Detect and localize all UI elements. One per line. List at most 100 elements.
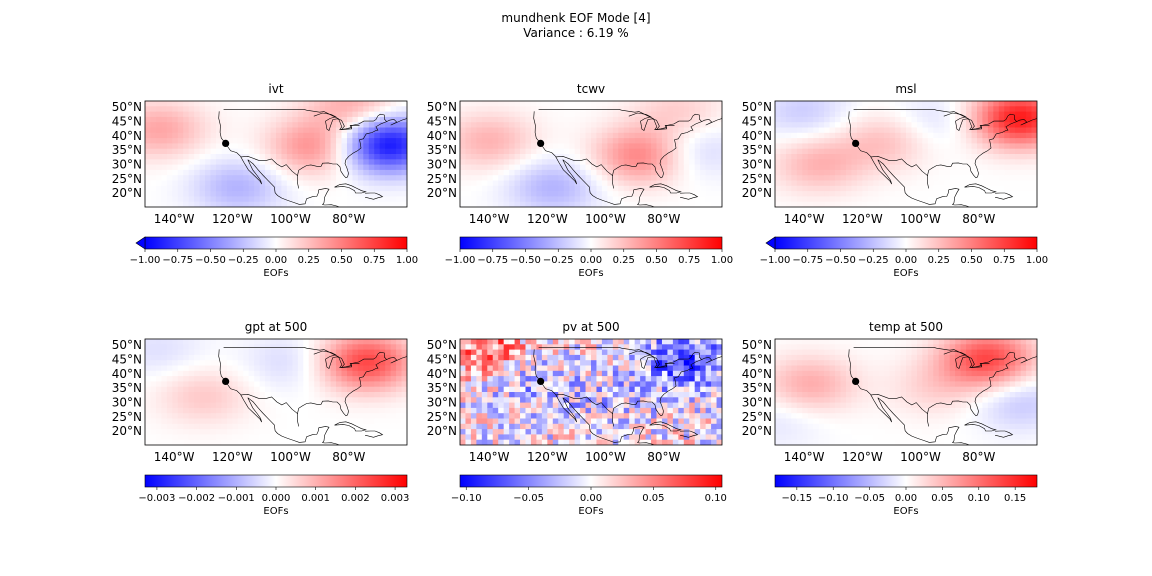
coastline — [649, 183, 682, 194]
coastline — [555, 155, 613, 177]
colorbar-tick-label: 0.05 — [931, 493, 953, 504]
coastline — [943, 350, 990, 369]
colorbar-gradient — [774, 236, 1038, 250]
colorbar-tick-label: 0.15 — [1004, 493, 1026, 504]
lat-tick-label: 20°N — [112, 424, 142, 438]
coastline — [611, 413, 614, 427]
lat-tick-label: 20°N — [742, 424, 772, 438]
lat-tick-label: 20°N — [742, 186, 772, 200]
map-frame — [144, 338, 408, 446]
coastline — [1039, 103, 1058, 116]
colorbar-gradient — [459, 474, 723, 488]
colorbar-tick-label: 0.00 — [895, 493, 917, 504]
lat-tick-label: 40°N — [112, 367, 142, 381]
lat-tick-label: 40°N — [427, 129, 457, 143]
lat-tick-label: 20°N — [427, 186, 457, 200]
colorbar-gradient — [774, 474, 1038, 488]
colorbar-tick-label: −0.001 — [218, 493, 255, 504]
map-frame — [774, 100, 1038, 208]
figure-subtitle: Variance : 6.19 % — [523, 26, 629, 40]
colorbar-tick-label: 0.10 — [968, 493, 990, 504]
lat-tick-label: 20°N — [427, 424, 457, 438]
colorbar: −1.00 −0.75 −0.50 −0.25 0.00 0.25 0.50 0.75 1.00… — [130, 236, 418, 279]
coastline — [853, 109, 1017, 130]
lon-tick-label: 80°W — [962, 212, 995, 226]
coastline — [1039, 341, 1058, 354]
lat-tick-label: 50°N — [112, 100, 142, 114]
lon-tick-label: 100°W — [585, 212, 626, 226]
lat-tick-label: 45°N — [427, 353, 457, 367]
lat-tick-label: 45°N — [427, 115, 457, 129]
panel-title: ivt — [268, 82, 283, 96]
field — [775, 101, 1058, 207]
lat-tick-label: 40°N — [742, 367, 772, 381]
colorbar-tick-label: 0.50 — [330, 255, 352, 266]
colorbar-tick-label: 0.25 — [928, 255, 950, 266]
colorbar-tick-label: −0.25 — [228, 255, 259, 266]
colorbar-tick-label: 0.10 — [705, 493, 727, 504]
colorbar-tick-label: 1.00 — [711, 255, 733, 266]
colorbar: −0.003 −0.002 −0.001 0.000 0.001 0.002 0.003 EO… — [138, 474, 410, 517]
map-panel: temp at 500 140°W 120°W 100°W 80°W 50°N45°N40… — [742, 320, 1058, 517]
map-frame — [774, 338, 1038, 446]
colorbar-tick-label: 0.003 — [381, 493, 410, 504]
lon-tick-label: 100°W — [900, 450, 941, 464]
coastline — [611, 175, 614, 189]
coastline — [680, 192, 699, 200]
colorbar-tick-label: 1.00 — [396, 255, 418, 266]
coastline — [943, 112, 990, 131]
colorbar-tick-label: −0.75 — [477, 255, 508, 266]
colorbar-tick-label: −0.50 — [825, 255, 856, 266]
coastline — [313, 350, 360, 369]
colorbar-tick-label: 0.25 — [298, 255, 320, 266]
lon-tick-label: 120°W — [842, 212, 883, 226]
colorbar-tick-label: −0.05 — [513, 493, 544, 504]
lon-tick-label: 120°W — [527, 450, 568, 464]
lat-tick-label: 45°N — [742, 115, 772, 129]
field — [775, 339, 1058, 445]
colorbar-tick-label: 0.05 — [642, 493, 664, 504]
coastline — [297, 354, 407, 417]
panel-title: msl — [895, 82, 916, 96]
colorbar-tick-label: 0.000 — [262, 493, 291, 504]
coastline — [334, 421, 367, 432]
colorbar-tick-label: 0.25 — [613, 255, 635, 266]
coastline — [538, 109, 702, 130]
lat-tick-label: 45°N — [742, 353, 772, 367]
colorbar-tick-label: 0.75 — [993, 255, 1015, 266]
lat-tick-label: 50°N — [112, 338, 142, 352]
coastline — [240, 393, 298, 415]
colorbar-tick-label: −1.00 — [130, 255, 161, 266]
colorbar-tick-label: −0.25 — [858, 255, 889, 266]
colorbar-tick-label: 0.00 — [580, 255, 602, 266]
lat-tick-label: 50°N — [427, 100, 457, 114]
figure-title: mundhenk EOF Mode [4] — [501, 11, 651, 25]
colorbar-tick-label: −0.15 — [782, 493, 813, 504]
colorbar-tick-label: −0.10 — [818, 493, 849, 504]
coastline — [533, 349, 655, 445]
colorbar-gradient — [144, 236, 408, 250]
lat-tick-label: 50°N — [742, 338, 772, 352]
coastline — [409, 341, 428, 354]
lat-tick-label: 50°N — [427, 338, 457, 352]
lat-tick-label: 25°N — [427, 172, 457, 186]
colorbar-tick-label: −0.10 — [451, 493, 482, 504]
lat-tick-label: 20°N — [112, 186, 142, 200]
location-marker — [222, 139, 230, 147]
panel-title: tcwv — [577, 82, 605, 96]
colorbar-label: EOFs — [578, 506, 603, 517]
colorbar-tick-label: 0.00 — [580, 493, 602, 504]
lat-tick-label: 35°N — [742, 143, 772, 157]
map-panel: tcwv 140°W 120°W 100°W 80°W 50°N45°N40°N35°N3… — [427, 82, 733, 279]
lat-tick-label: 35°N — [427, 143, 457, 157]
coastline — [848, 349, 970, 445]
colorbar-tick-label: 1.00 — [1026, 255, 1048, 266]
coastline — [365, 430, 384, 438]
colorbar-tick-label: −0.50 — [195, 255, 226, 266]
lon-tick-label: 100°W — [585, 450, 626, 464]
coastline — [313, 112, 360, 131]
field — [145, 339, 428, 445]
panel-title: pv at 500 — [562, 320, 619, 334]
coastline — [926, 413, 929, 427]
colorbar-label: EOFs — [263, 506, 288, 517]
